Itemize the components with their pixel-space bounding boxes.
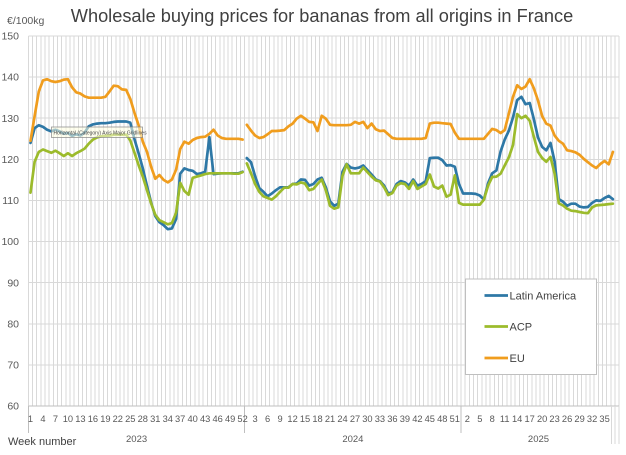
svg-text:26: 26 <box>562 414 572 424</box>
svg-text:37: 37 <box>175 414 185 424</box>
svg-text:130: 130 <box>1 113 19 125</box>
svg-text:45: 45 <box>425 414 435 424</box>
svg-text:ACP: ACP <box>510 321 533 333</box>
svg-text:1: 1 <box>28 414 33 424</box>
svg-text:17: 17 <box>525 414 535 424</box>
svg-text:80: 80 <box>7 318 19 330</box>
svg-text:27: 27 <box>350 414 360 424</box>
svg-text:Latin America: Latin America <box>510 290 578 302</box>
svg-text:70: 70 <box>7 360 19 372</box>
svg-text:110: 110 <box>2 195 19 207</box>
svg-text:49: 49 <box>225 414 235 424</box>
svg-text:120: 120 <box>1 154 19 166</box>
svg-text:22: 22 <box>113 414 123 424</box>
svg-text:EU: EU <box>510 353 525 365</box>
svg-text:43: 43 <box>200 414 210 424</box>
svg-text:6: 6 <box>265 414 270 424</box>
svg-text:10: 10 <box>63 414 73 424</box>
svg-text:Week number: Week number <box>8 436 77 448</box>
svg-text:40: 40 <box>188 414 198 424</box>
svg-text:60: 60 <box>7 401 19 413</box>
svg-text:€/100kg: €/100kg <box>7 15 45 27</box>
svg-text:3: 3 <box>253 414 258 424</box>
svg-text:42: 42 <box>412 414 422 424</box>
svg-text:2: 2 <box>465 414 470 424</box>
svg-text:20: 20 <box>537 414 547 424</box>
svg-text:23: 23 <box>549 414 559 424</box>
svg-text:5: 5 <box>477 414 482 424</box>
svg-text:24: 24 <box>337 414 347 424</box>
svg-text:48: 48 <box>437 414 447 424</box>
svg-text:34: 34 <box>163 414 173 424</box>
svg-text:16: 16 <box>88 414 98 424</box>
svg-text:15: 15 <box>300 414 310 424</box>
svg-text:11: 11 <box>500 414 510 424</box>
svg-text:21: 21 <box>325 414 335 424</box>
svg-text:Wholesale buying prices for ba: Wholesale buying prices for bananas from… <box>71 6 573 26</box>
svg-text:25: 25 <box>125 414 135 424</box>
svg-text:35: 35 <box>599 414 609 424</box>
svg-text:7: 7 <box>53 414 58 424</box>
svg-text:Horizontal (Category) Axis Maj: Horizontal (Category) Axis Major Gridlin… <box>54 130 148 136</box>
svg-text:33: 33 <box>375 414 385 424</box>
svg-text:9: 9 <box>278 414 283 424</box>
svg-text:12: 12 <box>287 414 297 424</box>
svg-text:2024: 2024 <box>342 434 363 445</box>
svg-text:150: 150 <box>1 31 19 43</box>
svg-text:2023: 2023 <box>126 434 147 445</box>
svg-text:90: 90 <box>7 277 19 289</box>
svg-text:36: 36 <box>387 414 397 424</box>
svg-text:39: 39 <box>400 414 410 424</box>
svg-text:140: 140 <box>1 72 19 84</box>
svg-text:19: 19 <box>100 414 110 424</box>
svg-text:30: 30 <box>362 414 372 424</box>
svg-text:13: 13 <box>75 414 85 424</box>
svg-text:2025: 2025 <box>528 434 549 445</box>
svg-text:100: 100 <box>1 236 19 248</box>
svg-text:52: 52 <box>237 414 247 424</box>
svg-text:51: 51 <box>450 414 460 424</box>
svg-text:28: 28 <box>138 414 148 424</box>
svg-text:4: 4 <box>40 414 45 424</box>
svg-text:8: 8 <box>490 414 495 424</box>
svg-text:46: 46 <box>213 414 223 424</box>
svg-text:32: 32 <box>587 414 597 424</box>
svg-text:18: 18 <box>312 414 322 424</box>
svg-text:29: 29 <box>574 414 584 424</box>
svg-text:14: 14 <box>512 414 522 424</box>
svg-text:31: 31 <box>150 414 160 424</box>
